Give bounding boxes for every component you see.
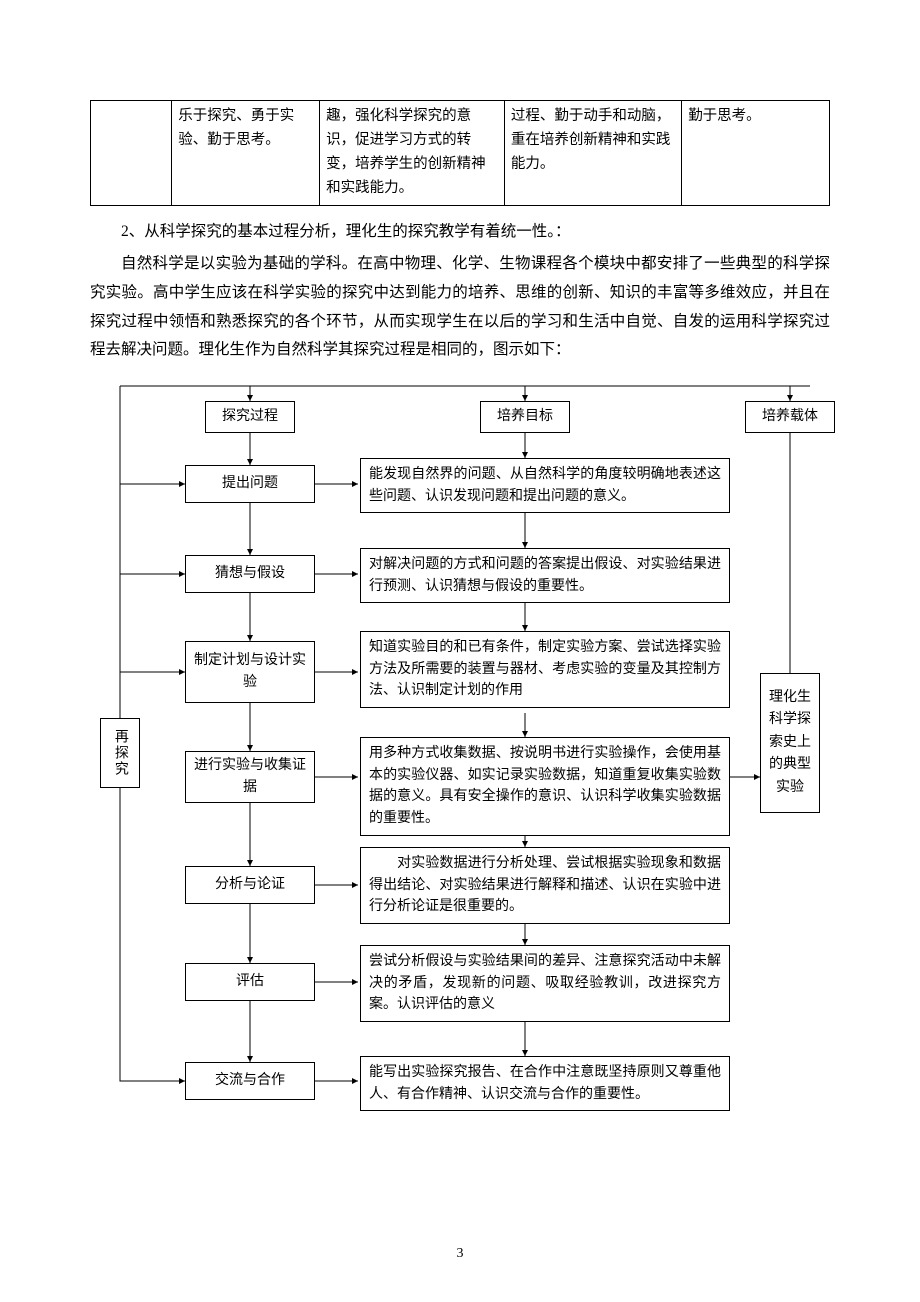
node-reexplore: 再探究 <box>100 718 140 788</box>
node-process-header: 探究过程 <box>205 401 295 433</box>
desc-node: 用多种方式收集数据、按说明书进行实验操作，会使用基本的实验仪器、如实记录实验数据… <box>360 737 730 836</box>
node-goal-header: 培养目标 <box>480 401 570 433</box>
step-node: 分析与论证 <box>185 866 315 904</box>
node-carrier-header: 培养载体 <box>745 401 835 433</box>
step-node: 猜想与假设 <box>185 555 315 593</box>
step-node: 评估 <box>185 963 315 1001</box>
desc-node: 能发现自然界的问题、从自然科学的角度较明确地表述这些问题、认识发现问题和提出问题… <box>360 458 730 513</box>
table-cell: 勤于思考。 <box>682 101 830 206</box>
desc-node: 知道实验目的和已有条件，制定实验方案、尝试选择实验方法及所需要的装置与器材、考虑… <box>360 631 730 708</box>
flowchart-diagram: 探究过程 培养目标 培养载体 再探究 提出问题 猜想与假设 制定计划与设计实验 … <box>90 373 850 1143</box>
body-paragraph: 自然科学是以实验为基础的学科。在高中物理、化学、生物课程各个模块中都安排了一些典… <box>90 250 830 365</box>
desc-node: 尝试分析假设与实验结果间的差异、注意探究活动中未解决的矛盾，发现新的问题、吸取经… <box>360 945 730 1022</box>
top-table: 乐于探究、勇于实验、勤于思考。 趣，强化科学探究的意识，促进学习方式的转变，培养… <box>90 100 830 206</box>
node-reexplore-label: 再探究 <box>109 729 131 777</box>
table-cell: 过程、勤于动手和动脑，重在培养创新精神和实践能力。 <box>504 101 681 206</box>
table-cell <box>91 101 172 206</box>
step-node: 提出问题 <box>185 465 315 503</box>
desc-node: 对解决问题的方式和问题的答案提出假设、对实验结果进行预测、认识猜想与假设的重要性… <box>360 548 730 603</box>
step-node: 制定计划与设计实验 <box>185 641 315 703</box>
section-heading: 2、从科学探究的基本过程分析，理化生的探究教学有着统一性。： <box>90 218 830 247</box>
desc-node: 对实验数据进行分析处理、尝试根据实验现象和数据得出结论、对实验结果进行解释和描述… <box>360 847 730 924</box>
table-cell: 乐于探究、勇于实验、勤于思考。 <box>172 101 320 206</box>
step-node: 交流与合作 <box>185 1062 315 1100</box>
document-page: 乐于探究、勇于实验、勤于思考。 趣，强化科学探究的意识，促进学习方式的转变，培养… <box>0 0 920 1302</box>
page-number: 3 <box>0 1246 920 1262</box>
step-node: 进行实验与收集证据 <box>185 751 315 803</box>
node-carrier-detail: 理化生科学探索史上的典型实验 <box>760 673 820 813</box>
desc-node: 能写出实验探究报告、在合作中注意既坚持原则又尊重他人、有合作精神、认识交流与合作… <box>360 1056 730 1111</box>
table-cell: 趣，强化科学探究的意识，促进学习方式的转变，培养学生的创新精神和实践能力。 <box>320 101 505 206</box>
node-carrier-detail-label: 理化生科学探索史上的典型实验 <box>767 687 813 799</box>
table-row: 乐于探究、勇于实验、勤于思考。 趣，强化科学探究的意识，促进学习方式的转变，培养… <box>91 101 830 206</box>
